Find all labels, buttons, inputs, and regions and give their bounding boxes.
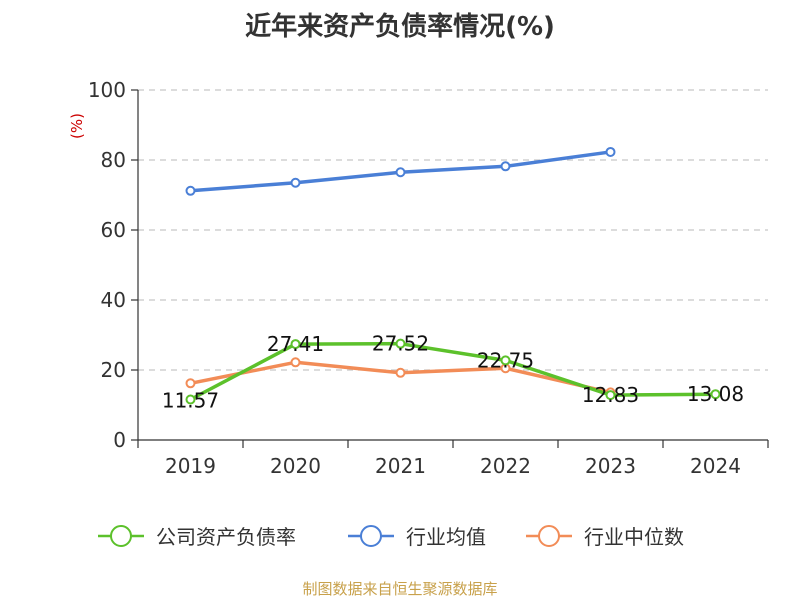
- data-point: [395, 167, 406, 178]
- data-label: 13.08: [687, 382, 744, 406]
- data-point: [185, 394, 196, 405]
- legend-swatch-marker: [538, 525, 560, 547]
- legend-label: 行业中位数: [584, 525, 684, 549]
- data-point: [185, 378, 196, 389]
- data-label: 11.57: [162, 389, 219, 413]
- legend-item[interactable]: 行业均值: [348, 525, 486, 549]
- data-point: [290, 177, 301, 188]
- legend[interactable]: 公司资产负债率 行业均值 行业中位数: [98, 525, 684, 549]
- grid-lines: [138, 89, 768, 371]
- y-tick-label: 20: [101, 358, 126, 382]
- x-tick-label: 2020: [270, 454, 321, 478]
- data-point: [395, 338, 406, 349]
- x-tick-label: 2022: [480, 454, 531, 478]
- data-point: [290, 339, 301, 350]
- chart-title: 近年来资产负债率情况(%): [245, 12, 555, 42]
- axes: 0 20 40 60 80 100(%) 2019 2020 2021 2022 2023 2024: [68, 78, 769, 478]
- data-point: [185, 185, 196, 196]
- y-tick-label: 60: [101, 218, 126, 242]
- y-tick-label: 80: [101, 148, 126, 172]
- source-note: 制图数据来自恒生聚源数据库: [302, 580, 498, 598]
- legend-label: 公司资产负债率: [156, 525, 296, 549]
- data-point: [290, 357, 301, 368]
- data-label: 22.75: [477, 348, 534, 372]
- data-point: [605, 390, 616, 401]
- x-tick-label: 2024: [690, 454, 741, 478]
- data-point: [500, 355, 511, 366]
- data-label: 27.41: [267, 332, 324, 356]
- data-label: 27.52: [372, 332, 429, 356]
- y-tick-label: 100: [88, 78, 126, 102]
- data-point: [500, 161, 511, 172]
- data-labels: 11.57 27.41 27.52 22.75 12.83 13.08: [162, 332, 744, 413]
- legend-label: 行业均值: [406, 525, 486, 549]
- series-line: [189, 341, 716, 402]
- y-axis-unit-label: (%): [68, 113, 86, 139]
- data-label: 12.83: [582, 383, 639, 407]
- data-point: [710, 389, 721, 400]
- x-tick-label: 2023: [585, 454, 636, 478]
- series-lines: [185, 146, 721, 405]
- x-tick-label: 2021: [375, 454, 426, 478]
- data-point: [395, 367, 406, 378]
- legend-swatch-marker: [110, 525, 132, 547]
- y-tick-label: 0: [113, 428, 126, 452]
- legend-swatch-marker: [360, 525, 382, 547]
- legend-item[interactable]: 公司资产负债率: [98, 525, 296, 549]
- y-tick-label: 40: [101, 288, 126, 312]
- x-tick-label: 2019: [165, 454, 216, 478]
- legend-item[interactable]: 行业中位数: [526, 525, 684, 549]
- data-point: [605, 146, 616, 157]
